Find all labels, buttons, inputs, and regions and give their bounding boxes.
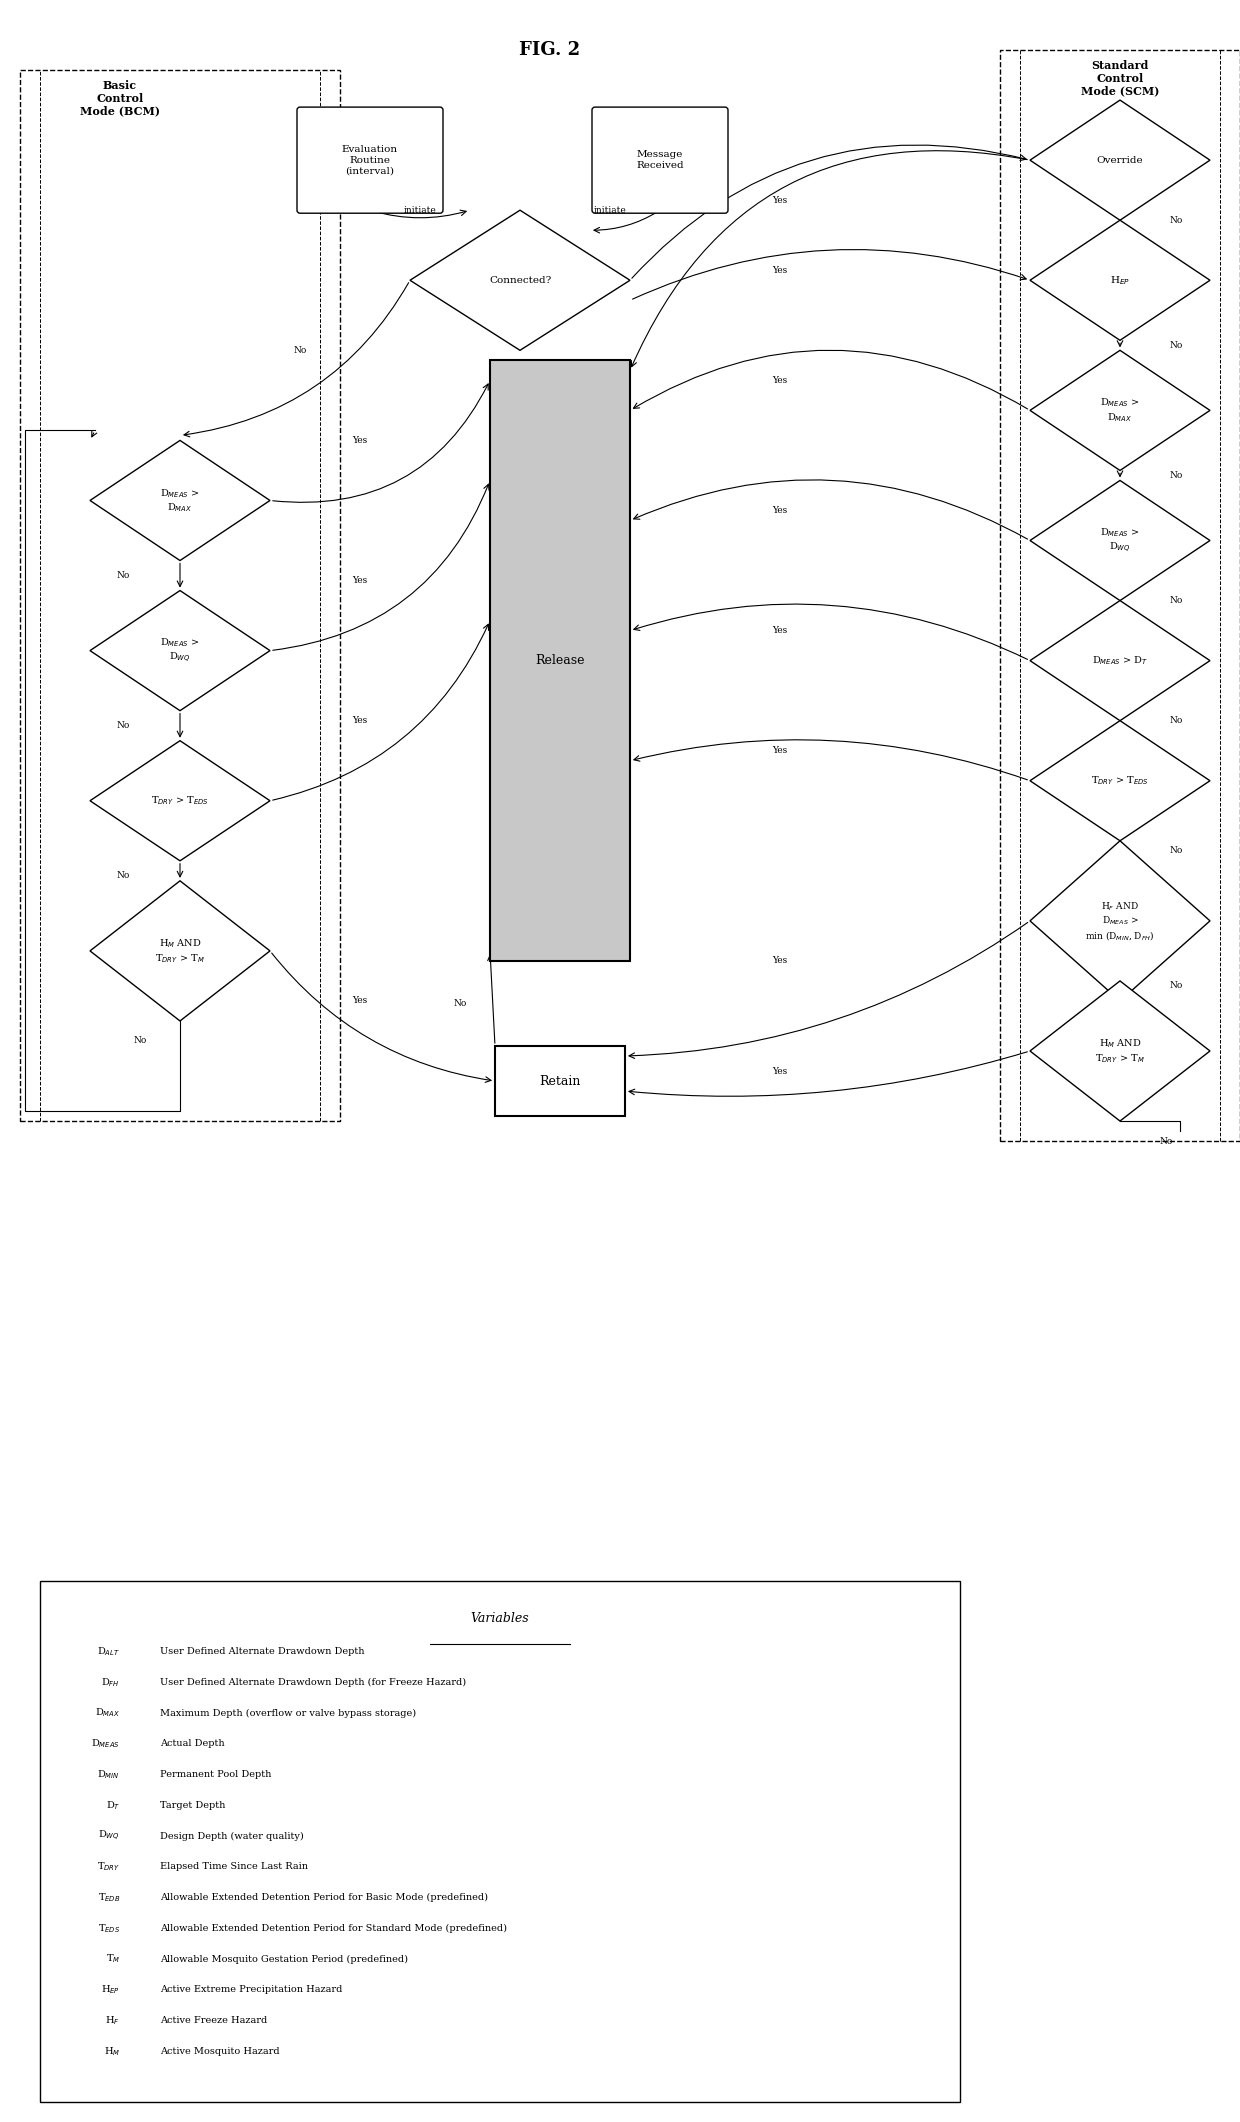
- Text: No: No: [134, 1036, 146, 1046]
- Text: D$_{MIN}$: D$_{MIN}$: [97, 1768, 120, 1780]
- Text: H$_F$ AND
D$_{MEAS}$ >
min (D$_{MIN}$, D$_{FH}$): H$_F$ AND D$_{MEAS}$ > min (D$_{MIN}$, D…: [1085, 900, 1154, 942]
- Polygon shape: [1030, 350, 1210, 471]
- Polygon shape: [1030, 721, 1210, 840]
- Text: User Defined Alternate Drawdown Depth: User Defined Alternate Drawdown Depth: [160, 1647, 365, 1655]
- Text: No: No: [294, 346, 306, 354]
- Text: Yes: Yes: [773, 376, 787, 384]
- Text: T$_M$: T$_M$: [105, 1952, 120, 1965]
- Text: H$_{EP}$: H$_{EP}$: [1110, 274, 1130, 286]
- Text: No: No: [1171, 717, 1183, 726]
- Text: T$_{EDS}$: T$_{EDS}$: [98, 1923, 120, 1935]
- Polygon shape: [91, 741, 270, 862]
- Text: Yes: Yes: [773, 747, 787, 755]
- Text: Basic
Control
Mode (BCM): Basic Control Mode (BCM): [81, 81, 160, 117]
- Polygon shape: [1030, 100, 1210, 221]
- Text: FIG. 2: FIG. 2: [520, 40, 580, 59]
- Bar: [40, 1581, 960, 2103]
- Text: D$_{MEAS}$: D$_{MEAS}$: [91, 1738, 120, 1751]
- Text: Yes: Yes: [352, 575, 367, 586]
- Text: No: No: [1171, 982, 1183, 991]
- Text: initiate: initiate: [594, 206, 626, 214]
- Polygon shape: [1030, 980, 1210, 1120]
- Polygon shape: [91, 881, 270, 1021]
- Text: H$_F$: H$_F$: [105, 2014, 120, 2027]
- Text: Maximum Depth (overflow or valve bypass storage): Maximum Depth (overflow or valve bypass …: [160, 1708, 417, 1717]
- Polygon shape: [91, 441, 270, 560]
- Text: D$_{WQ}$: D$_{WQ}$: [98, 1829, 120, 1844]
- Text: Yes: Yes: [773, 195, 787, 204]
- Text: Message
Received: Message Received: [636, 151, 683, 170]
- Text: No: No: [117, 872, 130, 881]
- Text: Override: Override: [1096, 155, 1143, 166]
- Bar: [495, 1046, 625, 1116]
- Text: Retain: Retain: [539, 1074, 580, 1086]
- Text: H$_{EP}$: H$_{EP}$: [100, 1984, 120, 1997]
- Text: No: No: [1171, 596, 1183, 605]
- Text: H$_M$: H$_M$: [104, 2046, 120, 2058]
- Text: Connected?: Connected?: [489, 276, 551, 284]
- Text: No: No: [1171, 847, 1183, 855]
- Text: No: No: [1171, 471, 1183, 480]
- Text: T$_{EDB}$: T$_{EDB}$: [98, 1891, 120, 1903]
- Text: No: No: [454, 999, 466, 1008]
- Text: Active Freeze Hazard: Active Freeze Hazard: [160, 2016, 268, 2024]
- Text: Evaluation
Routine
(interval): Evaluation Routine (interval): [342, 144, 398, 174]
- Polygon shape: [410, 210, 630, 350]
- Text: Elapsed Time Since Last Rain: Elapsed Time Since Last Rain: [160, 1863, 308, 1872]
- FancyBboxPatch shape: [298, 106, 443, 212]
- FancyBboxPatch shape: [591, 106, 728, 212]
- Bar: [490, 361, 630, 961]
- Text: D$_{MEAS}$ >
D$_{MAX}$: D$_{MEAS}$ > D$_{MAX}$: [160, 486, 200, 514]
- Bar: [20, 70, 340, 1120]
- Text: No: No: [1171, 342, 1183, 350]
- Text: Yes: Yes: [352, 717, 367, 726]
- Text: Yes: Yes: [352, 435, 367, 446]
- Text: Standard
Control
Mode (SCM): Standard Control Mode (SCM): [1081, 59, 1159, 98]
- Text: D$_{ALT}$: D$_{ALT}$: [97, 1645, 120, 1657]
- Polygon shape: [91, 590, 270, 711]
- Text: D$_{MEAS}$ >
D$_{WQ}$: D$_{MEAS}$ > D$_{WQ}$: [160, 637, 200, 664]
- Text: Yes: Yes: [773, 1067, 787, 1076]
- Bar: [999, 51, 1240, 1142]
- Text: Active Mosquito Hazard: Active Mosquito Hazard: [160, 2048, 280, 2056]
- Text: Variables: Variables: [471, 1611, 529, 1625]
- Text: Active Extreme Precipitation Hazard: Active Extreme Precipitation Hazard: [160, 1986, 342, 1995]
- Text: Yes: Yes: [773, 505, 787, 516]
- Text: D$_{MEAS}$ >
D$_{WQ}$: D$_{MEAS}$ > D$_{WQ}$: [1100, 526, 1140, 554]
- Polygon shape: [1030, 221, 1210, 340]
- Text: No: No: [1171, 216, 1183, 225]
- Text: Yes: Yes: [352, 997, 367, 1006]
- Text: H$_M$ AND
T$_{DRY}$ > T$_M$: H$_M$ AND T$_{DRY}$ > T$_M$: [155, 938, 205, 966]
- Text: Yes: Yes: [773, 626, 787, 634]
- Text: No: No: [1159, 1137, 1173, 1146]
- Text: D$_T$: D$_T$: [105, 1799, 120, 1812]
- Text: T$_{DRY}$: T$_{DRY}$: [97, 1861, 120, 1874]
- Text: No: No: [117, 721, 130, 730]
- Polygon shape: [1030, 601, 1210, 721]
- Text: Actual Depth: Actual Depth: [160, 1740, 224, 1749]
- Text: D$_{FH}$: D$_{FH}$: [102, 1676, 120, 1689]
- Polygon shape: [1030, 480, 1210, 601]
- Text: Permanent Pool Depth: Permanent Pool Depth: [160, 1770, 272, 1778]
- Text: D$_{MEAS}$ > D$_T$: D$_{MEAS}$ > D$_T$: [1092, 654, 1148, 666]
- Text: Target Depth: Target Depth: [160, 1802, 226, 1810]
- Polygon shape: [1030, 840, 1210, 1002]
- Text: Allowable Extended Detention Period for Basic Mode (predefined): Allowable Extended Detention Period for …: [160, 1893, 489, 1901]
- Text: T$_{DRY}$ > T$_{EDS}$: T$_{DRY}$ > T$_{EDS}$: [1091, 775, 1148, 787]
- Text: H$_M$ AND
T$_{DRY}$ > T$_M$: H$_M$ AND T$_{DRY}$ > T$_M$: [1095, 1038, 1145, 1065]
- Text: D$_{MEAS}$ >
D$_{MAX}$: D$_{MEAS}$ > D$_{MAX}$: [1100, 397, 1140, 424]
- Text: Allowable Mosquito Gestation Period (predefined): Allowable Mosquito Gestation Period (pre…: [160, 1954, 408, 1963]
- Text: User Defined Alternate Drawdown Depth (for Freeze Hazard): User Defined Alternate Drawdown Depth (f…: [160, 1679, 466, 1687]
- Text: Design Depth (water quality): Design Depth (water quality): [160, 1831, 304, 1840]
- Text: D$_{MAX}$: D$_{MAX}$: [94, 1706, 120, 1719]
- Text: Yes: Yes: [773, 265, 787, 274]
- Text: Allowable Extended Detention Period for Standard Mode (predefined): Allowable Extended Detention Period for …: [160, 1925, 507, 1933]
- Text: Yes: Yes: [773, 957, 787, 966]
- Text: T$_{DRY}$ > T$_{EDS}$: T$_{DRY}$ > T$_{EDS}$: [151, 794, 208, 806]
- Text: No: No: [117, 571, 130, 579]
- Text: Release: Release: [536, 654, 585, 666]
- Text: initiate: initiate: [404, 206, 436, 214]
